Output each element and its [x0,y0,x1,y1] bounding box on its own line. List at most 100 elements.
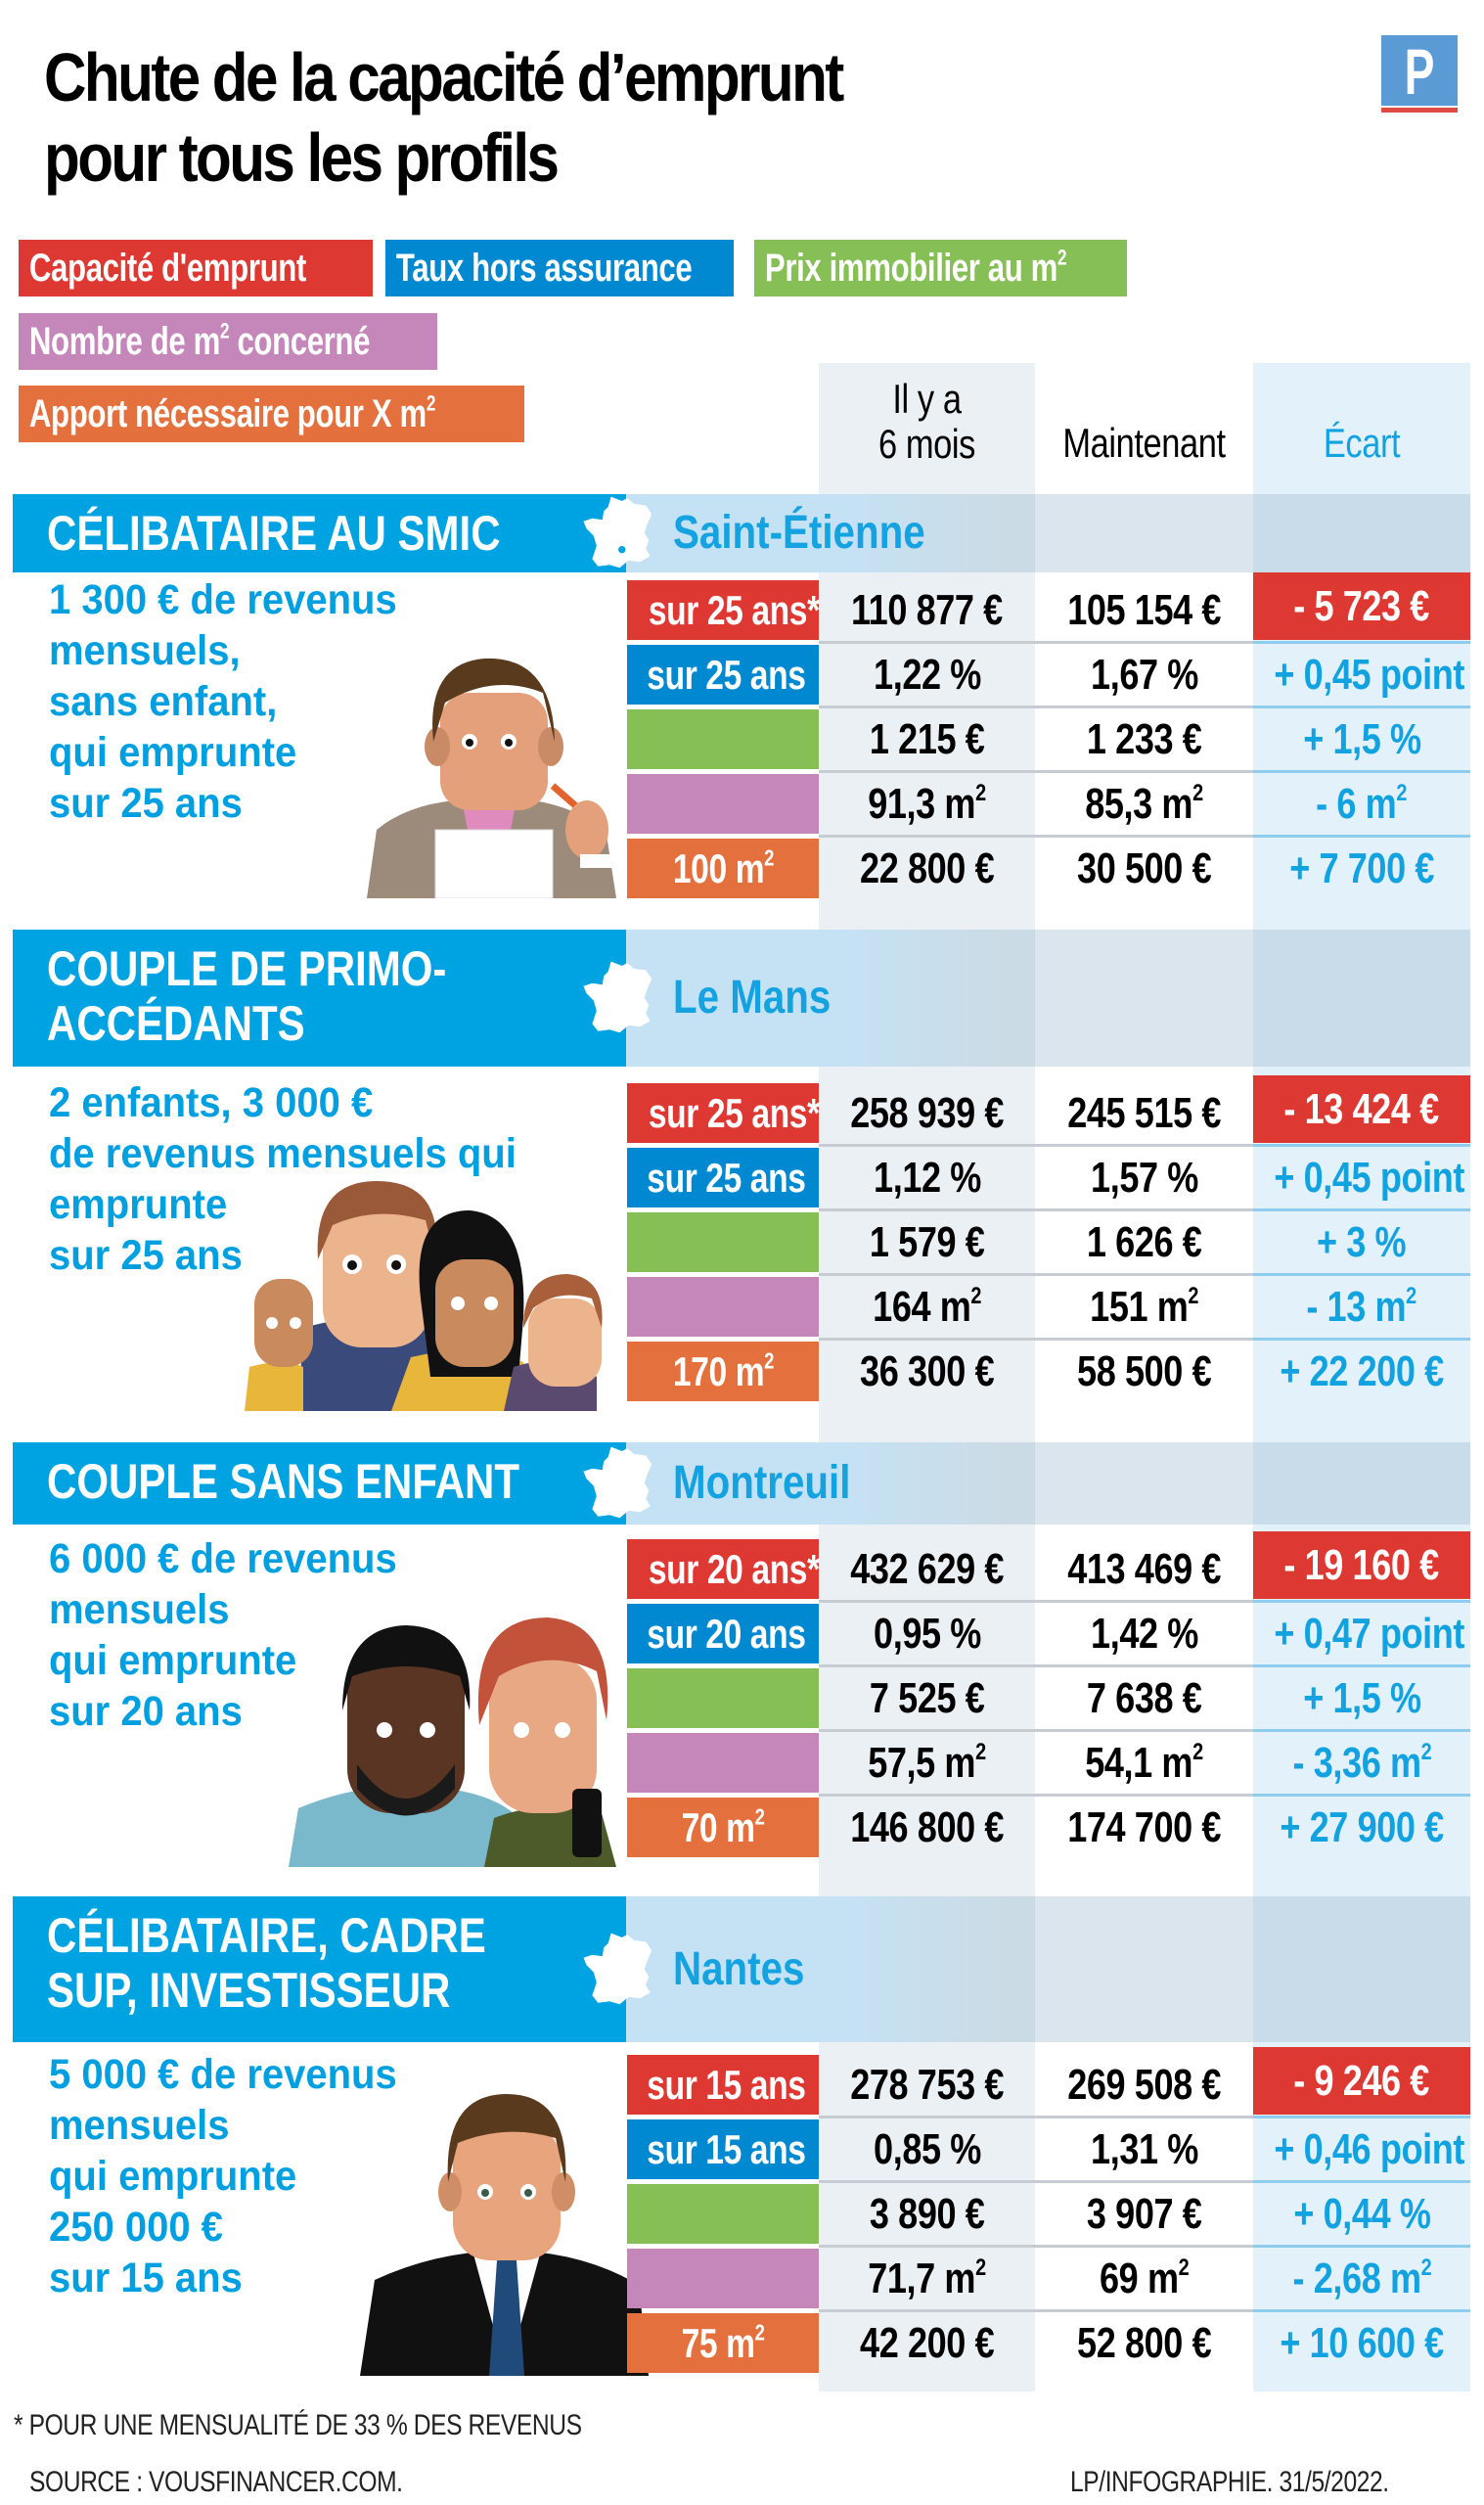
value-before: 57,5 m2 [868,1738,986,1787]
profile-description: 2 enfants, 3 000 € de revenus mensuels q… [49,1079,517,1279]
footnote: * POUR UNE MENSUALITÉ DE 33 % DES REVENU… [14,2409,582,2441]
value-before: 7 525 € [869,1674,985,1722]
row-label: sur 20 ans* [627,1539,819,1599]
value-now: 85,3 m2 [1085,779,1203,828]
value-now: 245 515 € [1067,1089,1221,1137]
france-map-icon [583,1446,652,1519]
value-diff: + 1,5 % [1302,715,1421,763]
value-diff: - 2,68 m2 [1292,2254,1431,2302]
value-diff: + 10 600 € [1280,2319,1444,2367]
row-label [627,1212,819,1272]
value-diff: - 5 723 € [1253,572,1470,640]
value-diff: + 0,45 point [1274,1154,1464,1202]
credit: LP/INFOGRAPHIE. 31/5/2022. [1070,2466,1389,2498]
section-band-now [1035,1896,1253,2042]
row-divider [1253,2245,1470,2248]
section-city: Montreuil [673,1457,851,1509]
section-band-diff [1253,1442,1470,1525]
row-divider [1253,1208,1470,1211]
section-city: Nantes [673,1942,805,1995]
value-before: 278 753 € [850,2061,1004,2109]
row-label [627,1668,819,1728]
row-label: sur 25 ans [627,1148,819,1207]
row-divider [1253,770,1470,773]
row-divider [819,2245,1253,2248]
row-divider [819,770,1253,773]
value-before: 3 890 € [869,2190,985,2238]
value-now: 58 500 € [1076,1347,1212,1395]
row-label: sur 15 ans [627,2055,819,2115]
value-now: 7 638 € [1086,1674,1202,1722]
row-label [627,774,819,834]
profile-description: 6 000 € de revenus mensuels qui emprunte… [49,1535,397,1735]
row-divider [1253,1600,1470,1603]
row-label: sur 25 ans [627,645,819,705]
row-divider [1253,2309,1470,2312]
row-divider [1253,1664,1470,1667]
value-now: 1,31 % [1090,2125,1198,2173]
row-divider [1253,641,1470,644]
row-label [627,1277,819,1337]
section-title-bar [13,1442,626,1525]
section-city: Le Mans [673,972,832,1024]
row-divider [819,1729,1253,1732]
value-before: 42 200 € [859,2319,995,2367]
row-divider [1253,2116,1470,2118]
illustration-family [245,1181,603,1411]
value-diff: - 13 424 € [1253,1075,1470,1143]
row-label [627,2184,819,2244]
profile-description: 5 000 € de revenus mensuels qui emprunte… [49,2051,397,2301]
row-divider [819,1338,1253,1341]
row-divider [1253,706,1470,708]
row-label: 100 m2 [627,839,819,898]
value-now: 105 154 € [1067,586,1221,634]
value-diff: + 27 900 € [1280,1803,1444,1851]
value-before: 36 300 € [859,1347,995,1395]
value-now: 52 800 € [1076,2319,1212,2367]
value-now: 1,42 % [1090,1610,1198,1658]
section-title-bar [13,1896,626,2042]
row-divider [1253,1273,1470,1276]
illustration-couple [289,1617,616,1867]
page-title: Chute de la capacité d’emprunt pour tous… [44,37,844,198]
row-label: 75 m2 [627,2313,819,2373]
value-diff: - 9 246 € [1253,2047,1470,2115]
section-band-now [1035,1442,1253,1525]
value-diff: + 22 200 € [1280,1347,1444,1395]
value-before: 1,22 % [873,651,981,699]
value-diff: - 6 m2 [1316,779,1408,828]
value-diff: + 0,47 point [1274,1610,1464,1658]
value-now: 174 700 € [1067,1803,1221,1851]
row-divider [819,1144,1253,1147]
row-divider [819,2180,1253,2183]
value-before: 164 m2 [873,1282,981,1331]
value-diff: + 3 % [1317,1218,1407,1266]
section-title: COUPLE DE PRIMO- ACCÉDANTS [47,941,447,1051]
row-divider [819,1794,1253,1797]
legend-prix: Prix immobilier au m2 [754,240,1127,296]
row-divider [1253,835,1470,838]
row-divider [819,706,1253,708]
value-before: 432 629 € [850,1545,1004,1593]
section-band-now [1035,930,1253,1067]
logo-letter: P [1404,35,1435,108]
section-title: CÉLIBATAIRE AU SMIC [47,506,501,561]
value-now: 1 233 € [1086,715,1202,763]
value-before: 22 800 € [859,844,995,892]
value-now: 151 m2 [1090,1282,1198,1331]
legend-apport: Apport nécessaire pour X m2 [19,386,524,442]
section-city: Saint-Étienne [673,507,925,559]
row-label: sur 25 ans* [627,1083,819,1143]
value-now: 1,67 % [1090,651,1198,699]
value-diff: - 3,36 m2 [1292,1738,1431,1787]
value-now: 30 500 € [1076,844,1212,892]
section-title-bar [13,930,626,1067]
value-before: 258 939 € [850,1089,1004,1137]
column-bg-before [819,363,1035,2391]
source: SOURCE : VOUSFINANCER.COM. [29,2466,403,2498]
row-label: 70 m2 [627,1798,819,1857]
row-divider [819,2116,1253,2118]
value-now: 269 508 € [1067,2061,1221,2109]
row-label [627,1733,819,1793]
value-before: 1 215 € [869,715,985,763]
